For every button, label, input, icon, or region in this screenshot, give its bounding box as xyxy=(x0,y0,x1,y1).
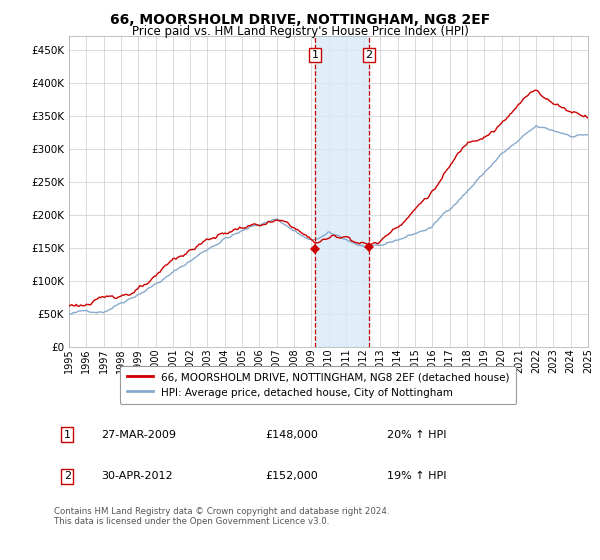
Text: 2: 2 xyxy=(365,50,373,60)
Text: £152,000: £152,000 xyxy=(265,471,318,481)
Text: 30-APR-2012: 30-APR-2012 xyxy=(101,471,173,481)
Text: 19% ↑ HPI: 19% ↑ HPI xyxy=(386,471,446,481)
Text: 1: 1 xyxy=(311,50,319,60)
Text: 1: 1 xyxy=(64,430,71,440)
Text: 66, MOORSHOLM DRIVE, NOTTINGHAM, NG8 2EF: 66, MOORSHOLM DRIVE, NOTTINGHAM, NG8 2EF xyxy=(110,13,490,27)
Text: 27-MAR-2009: 27-MAR-2009 xyxy=(101,430,176,440)
Text: 20% ↑ HPI: 20% ↑ HPI xyxy=(386,430,446,440)
Text: Price paid vs. HM Land Registry's House Price Index (HPI): Price paid vs. HM Land Registry's House … xyxy=(131,25,469,38)
Text: 2: 2 xyxy=(64,471,71,481)
Legend: 66, MOORSHOLM DRIVE, NOTTINGHAM, NG8 2EF (detached house), HPI: Average price, d: 66, MOORSHOLM DRIVE, NOTTINGHAM, NG8 2EF… xyxy=(121,366,515,404)
Text: Contains HM Land Registry data © Crown copyright and database right 2024.
This d: Contains HM Land Registry data © Crown c… xyxy=(54,507,389,526)
Bar xyxy=(315,36,369,347)
Text: £148,000: £148,000 xyxy=(265,430,318,440)
